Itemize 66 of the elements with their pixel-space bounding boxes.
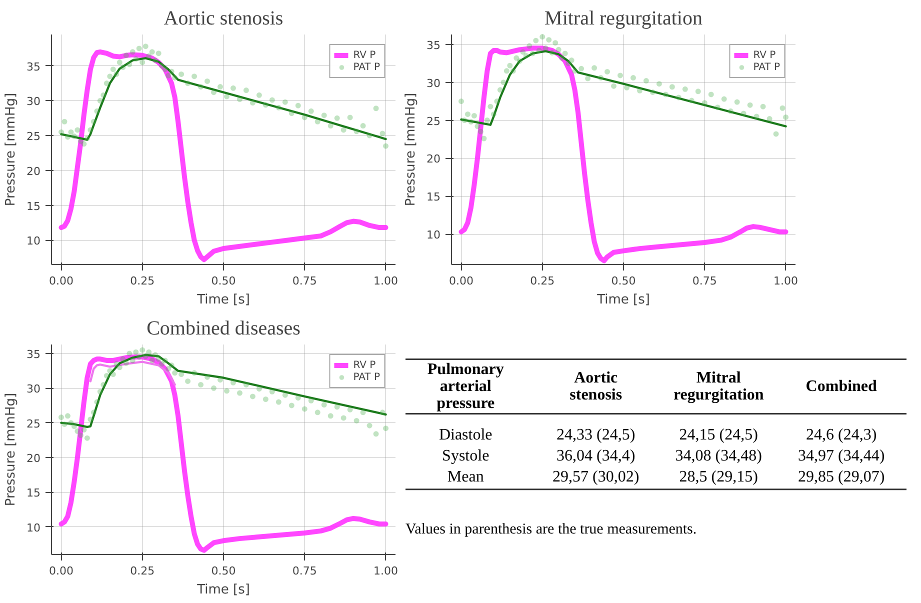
y-tick-label: 10 bbox=[26, 234, 41, 248]
y-tick-label: 15 bbox=[26, 486, 41, 500]
legend-label: RV P bbox=[353, 49, 376, 61]
text: 34,97 (34,44) bbox=[798, 447, 885, 464]
x-tick-label: 0.00 bbox=[48, 564, 74, 578]
x-tick-label: 0.75 bbox=[292, 564, 317, 578]
category-label: Combined bbox=[806, 378, 878, 395]
category-label: Mean bbox=[447, 468, 484, 486]
text: 24,33 (24,5) bbox=[556, 426, 636, 444]
y-axis-title: Pressure [mmHg] bbox=[4, 392, 19, 506]
text: 28,5 (29,15) bbox=[679, 468, 758, 486]
category-label: Pulmonary arterial pressure bbox=[427, 361, 504, 412]
y-axis-title: Pressure [mmHg] bbox=[404, 92, 419, 206]
y-tick-label: 35 bbox=[426, 38, 441, 52]
x-axis-title: Time [s] bbox=[196, 582, 250, 598]
y-tick-label: 30 bbox=[26, 95, 41, 108]
x-tick-label: 0.75 bbox=[692, 274, 717, 288]
legend-label: PAT P bbox=[353, 61, 380, 73]
text: Values in parenthesis are the true measurements. bbox=[406, 521, 697, 538]
y-tick-label: 20 bbox=[26, 164, 41, 178]
y-tick-label: 30 bbox=[26, 382, 41, 396]
text: 34,08 (34,48) bbox=[675, 447, 762, 464]
category-label: Mitral regurgitation bbox=[673, 370, 764, 404]
y-tick-label: 10 bbox=[426, 228, 441, 242]
y-axis-title: Pressure [mmHg] bbox=[4, 92, 19, 206]
y-tick-label: 25 bbox=[26, 417, 41, 430]
y-tick-label: 25 bbox=[426, 114, 441, 128]
x-tick-label: 0.25 bbox=[530, 274, 555, 288]
category-label: Systole bbox=[442, 447, 490, 464]
x-tick-label: 0.50 bbox=[211, 274, 236, 288]
chart-title: Combined diseases bbox=[146, 318, 301, 340]
chart-title: Aortic stenosis bbox=[164, 8, 284, 30]
x-tick-label: 0.25 bbox=[130, 564, 155, 578]
y-tick-label: 20 bbox=[426, 152, 441, 166]
x-tick-label: 0.50 bbox=[211, 564, 236, 578]
text: 24,15 (24,5) bbox=[679, 426, 758, 444]
x-tick-label: 1.00 bbox=[374, 564, 398, 578]
chart-title: Mitral regurgitation bbox=[544, 8, 702, 30]
y-tick-label: 10 bbox=[26, 521, 41, 534]
category-label: Aortic stenosis bbox=[570, 370, 622, 404]
x-axis-title: Time [s] bbox=[596, 292, 650, 308]
x-tick-label: 0.00 bbox=[448, 274, 474, 288]
line-series bbox=[89, 360, 176, 386]
x-tick-label: 0.50 bbox=[611, 274, 636, 288]
x-tick-label: 1.00 bbox=[774, 274, 798, 288]
legend-label: PAT P bbox=[753, 61, 780, 73]
y-tick-label: 20 bbox=[26, 452, 41, 465]
text: 24,6 (24,3) bbox=[806, 426, 877, 444]
y-tick-label: 30 bbox=[426, 76, 441, 90]
legend-label: RV P bbox=[753, 49, 776, 61]
x-tick-label: 1.00 bbox=[374, 274, 398, 288]
legend-label: RV P bbox=[353, 359, 376, 371]
y-tick-label: 35 bbox=[26, 348, 41, 362]
x-tick-label: 0.25 bbox=[130, 274, 155, 288]
y-tick-label: 25 bbox=[26, 130, 41, 144]
text: 29,57 (30,02) bbox=[552, 468, 640, 486]
x-axis-title: Time [s] bbox=[196, 292, 250, 308]
legend-label: PAT P bbox=[353, 371, 380, 383]
y-tick-label: 35 bbox=[26, 60, 41, 74]
y-tick-label: 15 bbox=[426, 190, 441, 204]
text: 36,04 (34,4) bbox=[556, 447, 636, 464]
category-label: Diastole bbox=[438, 426, 492, 444]
x-tick-label: 0.75 bbox=[292, 274, 317, 288]
x-tick-label: 0.00 bbox=[48, 274, 74, 288]
text: 29,85 (29,07) bbox=[798, 468, 885, 486]
y-tick-label: 15 bbox=[26, 200, 41, 213]
